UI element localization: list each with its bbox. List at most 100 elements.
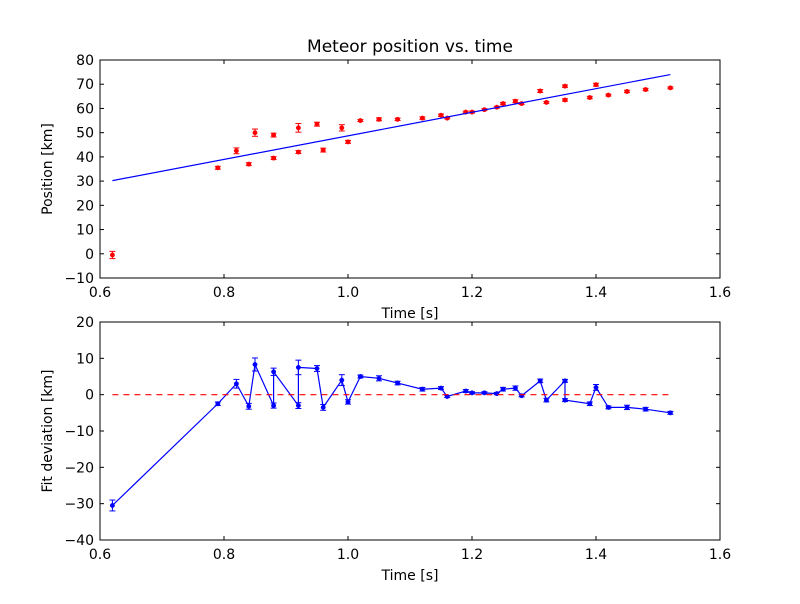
data-point — [593, 82, 599, 88]
data-point — [512, 98, 518, 104]
y-tick-label: −40 — [64, 533, 94, 549]
x-tick-label: 1.6 — [709, 285, 731, 301]
chart-1: 0.6 0.8 1.0 1.2 1.4 1.6 −10 0 10 20 30 40 50 60 70 80 Ti… — [40, 37, 731, 322]
data-point — [339, 377, 345, 383]
data-point — [320, 404, 326, 410]
y-tick-label: −10 — [64, 271, 94, 287]
data-point — [562, 397, 568, 403]
data-point — [605, 404, 611, 410]
data-point — [252, 362, 258, 367]
data-point — [339, 125, 345, 131]
y-tick-label: 20 — [76, 315, 94, 331]
data-point — [295, 403, 301, 409]
y-tick-label: −30 — [64, 497, 94, 513]
fit-line — [112, 73, 671, 182]
axes-frame — [99, 321, 721, 541]
data-point — [587, 95, 593, 100]
x-tick-label: 0.6 — [89, 285, 111, 301]
data-point — [271, 369, 277, 375]
y-tick-label: 0 — [85, 247, 94, 263]
data-point — [246, 403, 252, 409]
data-point — [320, 147, 326, 153]
data-point — [314, 121, 320, 127]
data-point — [605, 92, 611, 98]
chart-title: Meteor position vs. time — [307, 37, 513, 57]
data-point — [667, 410, 673, 416]
data-point — [537, 378, 543, 384]
data-point — [395, 380, 401, 386]
y-tick-label: 40 — [76, 150, 94, 166]
y-axis-label: Fit deviation [km] — [40, 369, 56, 492]
data-point — [537, 88, 543, 94]
data-point — [562, 378, 568, 384]
y-tick-label: 30 — [76, 174, 94, 190]
y-tick-label: 20 — [76, 198, 94, 214]
x-tick-label: 1.4 — [585, 285, 607, 301]
data-point — [345, 139, 351, 145]
data-point — [215, 401, 221, 407]
data-point — [271, 155, 277, 161]
x-axis-label: Time [s] — [381, 568, 439, 584]
data-point — [295, 364, 301, 370]
series-2 — [112, 73, 671, 182]
x-tick-label: 1.2 — [461, 547, 483, 563]
data-point — [587, 401, 593, 407]
data-point — [512, 385, 518, 391]
axes-frame — [99, 59, 721, 279]
x-axis-label: Time [s] — [381, 306, 439, 322]
data-point — [376, 375, 382, 381]
data-point — [295, 125, 301, 131]
data-point — [295, 149, 301, 155]
chart-2: 0.6 0.8 1.0 1.2 1.4 1.6 −40 −30 −20 −10 0 10 20 Time … — [40, 315, 731, 584]
y-tick-label: 0 — [85, 388, 94, 404]
data-point — [419, 115, 425, 121]
data-point — [593, 384, 599, 390]
x-tick-label: 1.2 — [461, 285, 483, 301]
data-point — [562, 83, 568, 89]
data-point — [624, 89, 630, 94]
y-axis-label: Position [km] — [40, 123, 56, 215]
data-point — [252, 130, 258, 136]
y-tick-label: 60 — [76, 101, 94, 117]
x-tick-label: 0.8 — [213, 547, 235, 563]
y-tick-label: 80 — [76, 53, 94, 69]
x-tick-label: 1.0 — [337, 285, 359, 301]
y-tick-label: 10 — [76, 223, 94, 239]
data-point — [543, 99, 549, 105]
data-point — [500, 386, 506, 392]
x-tick-label: 0.8 — [213, 285, 235, 301]
data-point — [481, 390, 487, 396]
y-tick-label: 10 — [76, 351, 94, 367]
data-point — [345, 399, 351, 405]
data-point — [438, 385, 444, 391]
data-point — [109, 252, 115, 258]
data-layer — [109, 357, 674, 512]
data-point — [463, 388, 469, 394]
data-layer — [109, 73, 674, 260]
data-point — [643, 87, 649, 93]
x-tick-label: 1.6 — [709, 547, 731, 563]
series-1 — [109, 82, 674, 260]
x-tick-label: 1.0 — [337, 547, 359, 563]
y-tick-label: −10 — [64, 424, 94, 440]
data-point — [643, 406, 649, 412]
data-point — [271, 403, 277, 409]
data-point — [562, 97, 568, 103]
data-point — [376, 116, 382, 122]
data-point — [500, 101, 506, 107]
y-tick-label: 50 — [76, 126, 94, 142]
data-point — [314, 366, 320, 371]
y-tick-label: 70 — [76, 77, 94, 93]
data-point — [233, 381, 239, 387]
y-tick-label: −20 — [64, 460, 94, 476]
data-point — [233, 148, 239, 154]
data-point — [271, 132, 277, 138]
data-point — [667, 85, 673, 91]
data-point — [246, 161, 252, 167]
deviation-line — [111, 362, 671, 506]
data-point — [215, 165, 221, 171]
data-point — [624, 404, 630, 410]
data-point — [419, 386, 425, 392]
